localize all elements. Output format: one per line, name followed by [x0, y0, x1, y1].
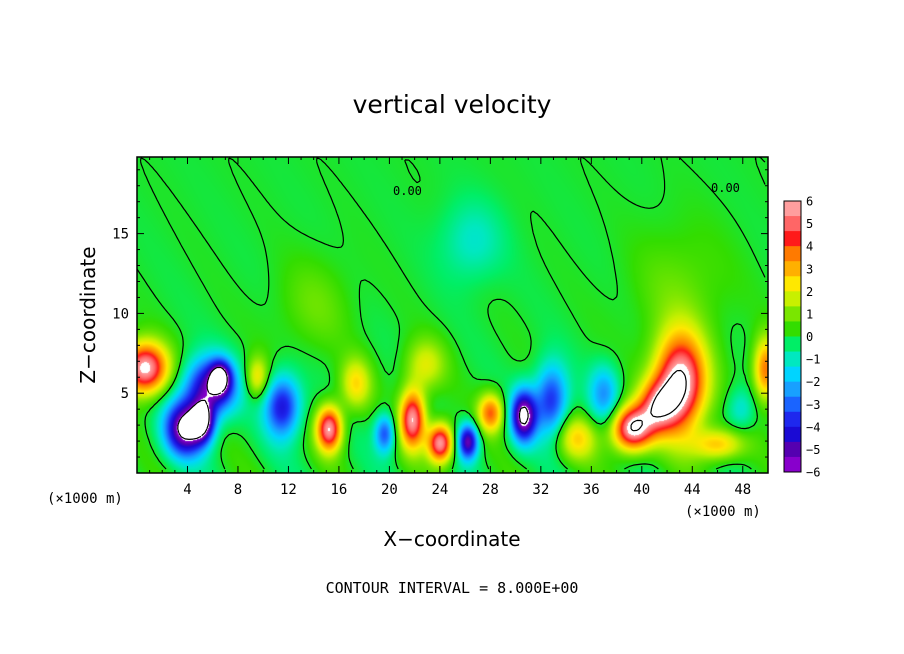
colorbar-swatch: [784, 396, 801, 413]
y-axis-title: Z−coordinate: [76, 246, 100, 383]
contour-label-right: 0.00: [711, 181, 740, 195]
colorbar-label: 1: [806, 307, 813, 321]
colorbar-swatch: [784, 246, 801, 262]
colorbar-label: −6: [806, 466, 820, 480]
x-tick-label: 24: [431, 482, 448, 498]
colorbar-swatch: [784, 276, 801, 292]
colorbar-frame: [783, 200, 802, 473]
colorbar-label: −4: [806, 420, 820, 434]
colorbar-swatch: [784, 411, 801, 428]
colorbar-swatch: [784, 216, 801, 232]
colorbar-label: 4: [806, 240, 813, 254]
colorbar-label: 3: [806, 262, 813, 276]
colorbar-label: 2: [806, 285, 813, 299]
x-tick-label: 28: [482, 482, 499, 498]
colorbar-swatch: [784, 441, 801, 458]
y-tick-label: 5: [121, 386, 129, 402]
x-tick-label: 48: [734, 482, 751, 498]
contour-line: [136, 156, 766, 470]
contour-label-upper: 0.00: [393, 184, 422, 198]
colorbar-label: 0: [806, 330, 813, 344]
x-tick-label: 20: [381, 482, 398, 498]
colorbar-swatch: [784, 231, 801, 247]
x-tick-label: 4: [183, 482, 191, 498]
x-tick-label: 12: [280, 482, 297, 498]
colorbar-swatch: [784, 201, 801, 217]
x-tick-label: 16: [330, 482, 347, 498]
colorbar-swatch: [784, 456, 801, 473]
contour-line: [630, 369, 687, 432]
colorbar-swatch: [784, 366, 801, 383]
colorbar: 6 5 4 3 2 1 0 −1 −2 −3 −4 −5 −6: [783, 195, 820, 480]
contour-interval-note: CONTOUR INTERVAL = 8.000E+00: [326, 579, 579, 597]
y-tick-label: 15: [112, 227, 129, 243]
colorbar-swatch: [784, 261, 801, 277]
colorbar-label: 5: [806, 217, 813, 231]
x-axis-ticks: 4 8 12 16 20 24 28 32 36 40 44 48: [149, 157, 756, 498]
colorbar-swatch: [784, 306, 801, 322]
colorbar-swatch: [784, 426, 801, 443]
colorbar-swatch: [784, 336, 801, 353]
colorbar-swatch: [784, 381, 801, 398]
x-tick-label: 36: [583, 482, 600, 498]
colorbar-swatch: [784, 351, 801, 368]
x-tick-label: 8: [234, 482, 242, 498]
x-tick-label: 44: [684, 482, 701, 498]
contour-line: [177, 366, 529, 440]
colorbar-label: −1: [806, 353, 820, 367]
x-tick-label: 32: [532, 482, 549, 498]
colorbar-label: 6: [806, 195, 813, 209]
y-tick-label: 10: [112, 306, 129, 322]
x-unit-label-right: (×1000 m): [685, 504, 761, 520]
chart-title: vertical velocity: [353, 90, 552, 119]
colorbar-swatch: [784, 291, 801, 307]
y-axis-ticks: 5 10 15: [112, 169, 768, 458]
zero-contours: [136, 156, 766, 470]
heatmap-field: [137, 157, 768, 473]
x-tick-label: 40: [633, 482, 650, 498]
x-axis-title: X−coordinate: [383, 527, 520, 551]
colorbar-swatch: [784, 321, 801, 337]
x-unit-label-left: (×1000 m): [47, 491, 123, 507]
colorbar-label: −2: [806, 375, 820, 389]
colorbar-label: −3: [806, 398, 820, 412]
colorbar-label: −5: [806, 443, 820, 457]
